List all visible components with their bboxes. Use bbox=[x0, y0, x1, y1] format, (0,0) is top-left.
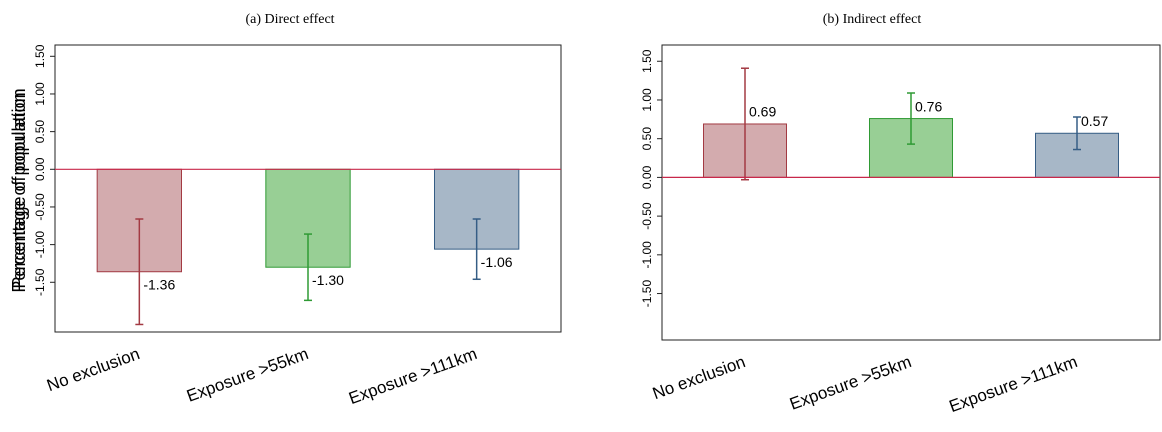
value-label: -1.06 bbox=[481, 254, 513, 270]
y-tick-label: -1.00 bbox=[33, 231, 47, 259]
y-tick-label: -0.50 bbox=[640, 202, 654, 230]
y-tick-label: 0.00 bbox=[33, 157, 47, 181]
error-bar bbox=[1073, 116, 1081, 151]
x-tick-label: Exposure >55km bbox=[787, 352, 914, 414]
x-tick-label: Exposure >111km bbox=[346, 344, 479, 408]
plot-frame bbox=[661, 44, 1161, 341]
y-tick-label: -1.50 bbox=[640, 280, 654, 308]
y-tick-label: 1.00 bbox=[640, 88, 654, 112]
x-tick-label: Exposure >111km bbox=[947, 352, 1080, 416]
y-tick-label: 1.50 bbox=[640, 49, 654, 73]
y-axis-label: Percentage of population bbox=[9, 92, 29, 292]
chart-title: (a) Direct effect bbox=[245, 12, 334, 27]
y-tick-label: -0.50 bbox=[33, 193, 47, 221]
x-tick-label: No exclusion bbox=[650, 352, 748, 403]
y-tick-label: -1.00 bbox=[640, 241, 654, 269]
value-label: 0.76 bbox=[915, 98, 942, 114]
y-tick-label: 1.50 bbox=[33, 44, 47, 68]
error-bar bbox=[472, 218, 481, 281]
y-tick-label: 1.00 bbox=[33, 82, 47, 106]
error-bar bbox=[304, 233, 312, 302]
error-bar bbox=[135, 218, 144, 326]
value-label: -1.30 bbox=[312, 272, 344, 288]
panel: (a) Direct effect Percentage of populatio… bbox=[9, 12, 562, 408]
y-tick-label: 0.50 bbox=[33, 120, 47, 144]
y-axis-label: Percentage of population bbox=[9, 88, 29, 288]
value-label: -1.36 bbox=[143, 276, 175, 292]
y-tick-label: 0.50 bbox=[640, 127, 654, 151]
y-tick-label: -1.50 bbox=[33, 268, 47, 296]
x-tick-label: Exposure >55km bbox=[184, 344, 311, 406]
error-bar bbox=[907, 92, 915, 145]
chart-title: (b) Indirect effect bbox=[823, 12, 922, 27]
y-tick-label: 0.00 bbox=[640, 165, 654, 189]
error-bar bbox=[741, 67, 749, 181]
value-label: 0.69 bbox=[749, 104, 776, 120]
value-label: 0.57 bbox=[1081, 113, 1108, 129]
x-tick-label: No exclusion bbox=[44, 344, 142, 395]
plot-frame bbox=[54, 44, 562, 333]
